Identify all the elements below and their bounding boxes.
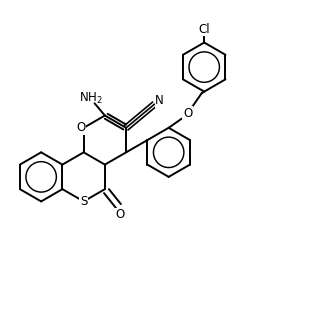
Text: O: O — [115, 209, 125, 222]
Text: NH$_2$: NH$_2$ — [79, 91, 103, 106]
Text: O: O — [76, 121, 86, 134]
Text: Cl: Cl — [198, 23, 210, 36]
Text: O: O — [183, 106, 192, 119]
Text: N: N — [155, 94, 164, 107]
Text: S: S — [80, 195, 87, 208]
